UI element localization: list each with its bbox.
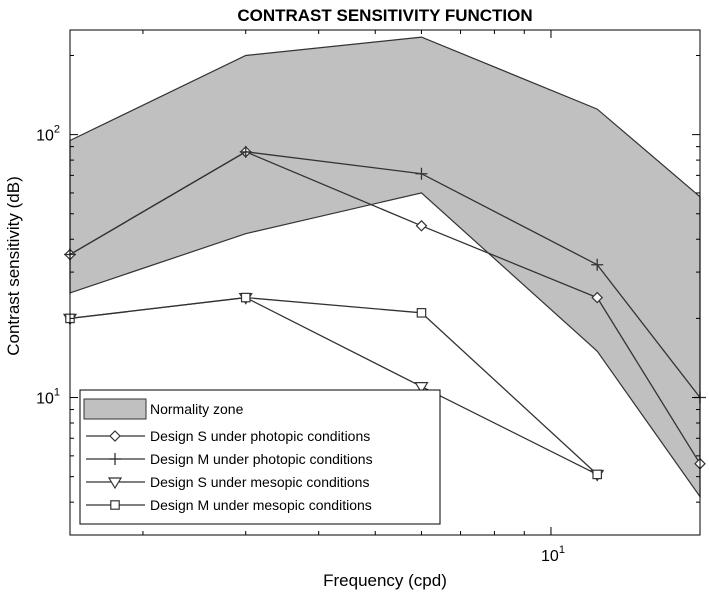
data-point-design-m-mesopic xyxy=(240,292,251,303)
plot-frame xyxy=(69,29,701,536)
legend-label-design-s-photopic: Design S under photopic conditions xyxy=(150,428,370,444)
data-point-design-s-photopic xyxy=(415,219,428,232)
data-point-design-s-mesopic xyxy=(414,382,429,394)
x-tick-label: 101 xyxy=(541,544,565,565)
legend-series-items: Design S under photopic conditions Design… xyxy=(86,428,373,513)
data-point-design-m-mesopic xyxy=(592,469,603,480)
legend-item-design-s-photopic: Design S under photopic conditions xyxy=(86,428,370,444)
data-point-design-m-photopic xyxy=(239,145,252,158)
y-tick-label: 102 xyxy=(36,124,60,145)
legend-item-design-m-photopic: Design M under photopic conditions xyxy=(86,451,373,467)
legend-swatch-normality-zone xyxy=(83,398,147,420)
legend-label-design-m-photopic: Design M under photopic conditions xyxy=(150,451,373,467)
data-point-design-m-photopic xyxy=(591,258,604,271)
x-axis-label: Frequency (cpd) xyxy=(323,571,447,590)
axis-ticks: 101 102 101 xyxy=(36,30,700,565)
legend-item-design-s-mesopic: Design S under mesopic conditions xyxy=(86,474,369,490)
plot-area xyxy=(62,36,706,499)
y-tick-label: 101 xyxy=(36,387,60,408)
y-axis-label: Contrast sensitivity (dB) xyxy=(4,176,23,356)
chart-title: CONTRAST SENSITIVITY FUNCTION xyxy=(237,6,532,25)
data-point-design-m-mesopic xyxy=(416,308,427,318)
legend-label-design-s-mesopic: Design S under mesopic conditions xyxy=(150,474,369,490)
legend-marker-design-m-mesopic xyxy=(110,500,120,510)
data-point-design-m-photopic xyxy=(415,167,428,180)
series-group xyxy=(62,145,706,482)
legend-marker-design-s-mesopic xyxy=(107,477,123,490)
data-point-design-s-photopic xyxy=(591,291,604,304)
legend-marker-design-m-photopic xyxy=(109,453,121,465)
legend-label-design-m-mesopic: Design M under mesopic conditions xyxy=(150,497,372,513)
legend-label-normality-zone: Normality zone xyxy=(150,401,244,417)
legend: Normality zone Design S under photopic c… xyxy=(79,389,441,525)
legend-marker-design-s-photopic xyxy=(109,430,121,442)
series-line-design-m-mesopic xyxy=(69,296,598,475)
legend-item-design-m-mesopic: Design M under mesopic conditions xyxy=(86,497,372,513)
